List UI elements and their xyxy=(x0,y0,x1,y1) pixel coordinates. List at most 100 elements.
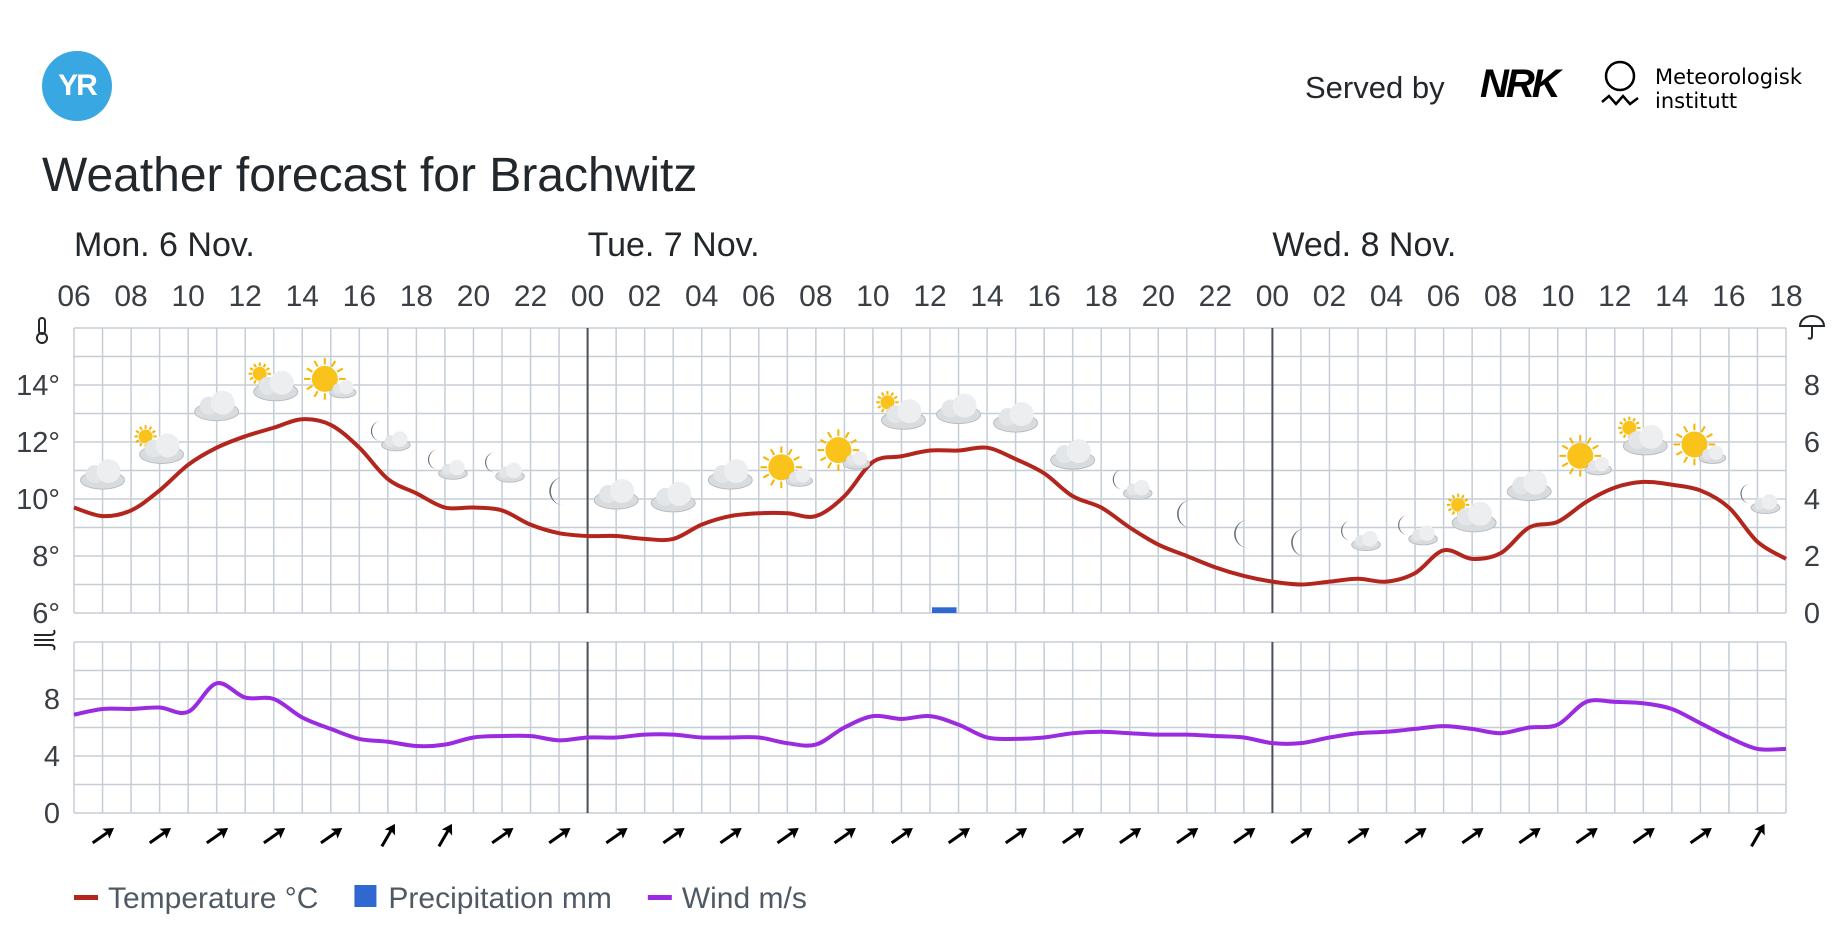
partly-cloudy-day-icon xyxy=(876,391,926,430)
wind-axis-tick: 4 xyxy=(44,741,60,773)
sun-ray xyxy=(1447,498,1452,502)
wind-arrow-head xyxy=(558,827,571,839)
wind-arrow-icon xyxy=(491,827,514,845)
wind-icon-strokes xyxy=(34,629,56,651)
sun-disc xyxy=(825,437,852,464)
hour-tick-label: 16 xyxy=(1712,280,1745,313)
hour-tick-label: 08 xyxy=(799,280,832,313)
partly-cloudy-night-icon xyxy=(1112,469,1153,500)
sun-ray xyxy=(1592,444,1599,450)
weather-symbols xyxy=(80,358,1781,557)
wind-arrow-icon xyxy=(91,827,115,845)
cloud-puff xyxy=(96,459,121,484)
cloudy-icon xyxy=(993,402,1039,433)
partly-sunny-icon xyxy=(1673,423,1727,466)
partly-cloudy-day-icon xyxy=(248,362,299,402)
precip-axis-tick: 4 xyxy=(1804,484,1820,516)
moon-shape xyxy=(1740,483,1751,504)
hour-tick-label: 02 xyxy=(1313,280,1346,313)
wind-arrow-icon xyxy=(662,827,685,845)
sun-ray xyxy=(890,392,894,397)
nrk-logo[interactable]: NRK xyxy=(1480,62,1561,106)
cloudy-icon xyxy=(707,459,753,490)
precip-axis-tick: 6 xyxy=(1804,427,1820,459)
wind-arrow-head xyxy=(901,827,913,839)
wind-arrow-icon xyxy=(1750,823,1765,848)
wind-arrow-head xyxy=(1129,827,1142,839)
partly-cloudy-day-icon xyxy=(1446,493,1497,533)
hour-tick-label: 10 xyxy=(1541,280,1574,313)
hour-tick-label: 06 xyxy=(57,280,90,313)
wind-arrow-icon xyxy=(833,827,856,845)
sun-ray xyxy=(1683,425,1689,433)
wind-arrow-icon xyxy=(437,823,453,848)
hour-tick-label: 04 xyxy=(685,280,718,313)
temp-axis-tick: 12° xyxy=(16,427,60,459)
wind-arrow-head xyxy=(102,827,115,839)
wind-arrow-head xyxy=(673,827,685,839)
yr-logo[interactable]: YR xyxy=(42,51,112,121)
wind-arrow-head xyxy=(1015,827,1028,839)
clear-night-icon xyxy=(549,477,564,506)
moon-shape xyxy=(1398,515,1409,536)
cloud-shape xyxy=(936,393,982,425)
moon-shape xyxy=(1341,520,1351,541)
sun-ray xyxy=(148,426,153,431)
sun-ray xyxy=(850,438,857,444)
cloudy-icon xyxy=(650,481,696,513)
wind-arrow-icon xyxy=(947,827,971,845)
hour-tick-label: 14 xyxy=(286,280,319,313)
wind-arrow-icon xyxy=(1461,827,1484,845)
wind-series xyxy=(73,681,1787,752)
legend-label: Temperature °C xyxy=(108,882,318,915)
cloud-shape xyxy=(80,459,126,490)
sun-ray xyxy=(1569,467,1574,475)
hour-tick-label: 18 xyxy=(400,280,433,313)
cloud-shape xyxy=(438,459,468,480)
cloud-puff xyxy=(795,468,811,483)
moon-shape xyxy=(549,477,564,506)
cloud-shape xyxy=(1050,439,1096,470)
cloud-puff xyxy=(155,433,180,458)
hour-tick-label: 06 xyxy=(742,280,775,313)
page-title: Weather forecast for Brachwitz xyxy=(42,149,698,202)
sun-ray xyxy=(1635,421,1640,425)
wind-line xyxy=(73,681,1787,752)
partly-sunny-icon xyxy=(817,429,871,471)
sun-ray xyxy=(844,431,850,439)
sun-ray xyxy=(1619,421,1624,425)
sun-ray xyxy=(135,429,140,434)
cloud-puff xyxy=(339,379,354,395)
sun-ray xyxy=(262,363,267,368)
sun-ray xyxy=(893,395,898,400)
sun-ray xyxy=(1461,494,1465,499)
cloud-puff xyxy=(391,431,408,447)
sun-ray xyxy=(249,367,254,371)
cloud-shape xyxy=(650,481,696,513)
sun-ray xyxy=(881,408,885,413)
met-institute-name[interactable]: Meteorologisk institutt xyxy=(1655,65,1802,113)
hour-tick-label: 20 xyxy=(457,280,490,313)
sun-ray xyxy=(1561,444,1569,450)
cloud-shape xyxy=(1750,494,1781,514)
cloud-puff xyxy=(897,399,922,424)
cloud-puff xyxy=(1468,501,1493,526)
sun-ray xyxy=(306,367,313,373)
cloudy-icon xyxy=(593,479,639,510)
hour-tick-label: 12 xyxy=(229,280,262,313)
hour-tick-label: 18 xyxy=(1085,280,1118,313)
cloud-shape xyxy=(495,462,525,483)
legend-square-swatch xyxy=(354,885,377,907)
wind-icon xyxy=(34,629,56,651)
wind-arrow-head xyxy=(1300,827,1313,839)
sun-ray xyxy=(787,448,793,456)
sun-ray xyxy=(1561,462,1569,468)
partly-sunny-icon xyxy=(1559,435,1612,477)
met-institute-icon xyxy=(1601,60,1639,106)
day-labels: Mon. 6 Nov. Tue. 7 Nov. Wed. 8 Nov. xyxy=(74,226,1456,264)
sun-ray xyxy=(139,442,143,447)
partly-cloudy-night-icon xyxy=(427,449,468,480)
cloud-puff xyxy=(667,481,692,506)
met-name-line2: institutt xyxy=(1655,89,1738,113)
